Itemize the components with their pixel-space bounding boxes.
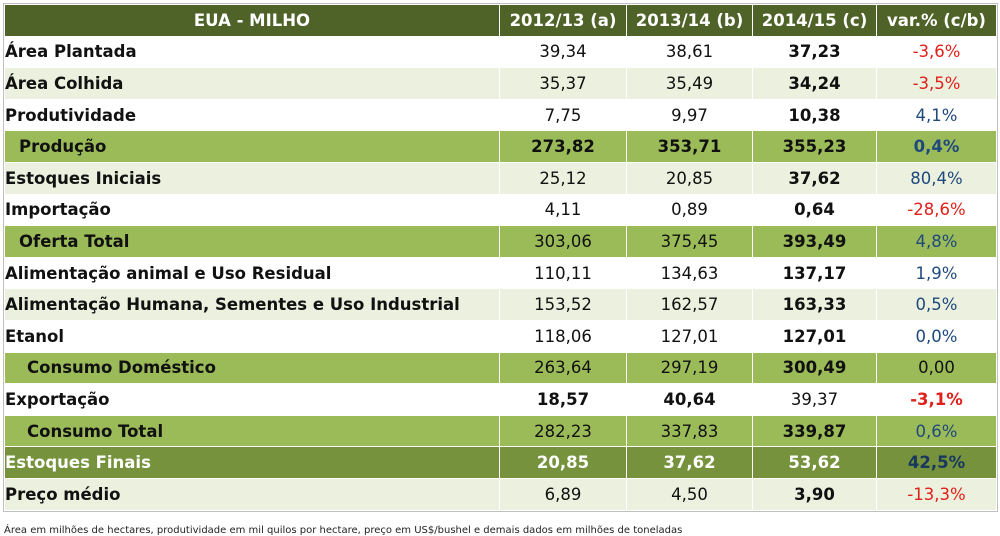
cell-2014-15: 10,38 xyxy=(752,98,877,132)
cell-2013-14: 375,45 xyxy=(626,225,753,258)
cell-2012-13: 4,11 xyxy=(499,193,627,227)
row-label: Consumo Total xyxy=(4,414,500,448)
cell-2013-14: 162,57 xyxy=(626,288,753,321)
cell-2013-14: 40,64 xyxy=(626,383,753,416)
cell-variation: -3,1% xyxy=(876,383,997,416)
table-row: Exportação 18,57 40,64 39,37 -3,1% xyxy=(4,383,997,416)
cell-variation: 80,4% xyxy=(876,161,997,195)
cell-2014-15: 355,23 xyxy=(752,130,877,163)
table-row: Etanol 118,06 127,01 127,01 0,0% xyxy=(4,319,997,353)
row-label: Área Colhida xyxy=(4,67,500,100)
cell-2012-13: 273,82 xyxy=(499,130,627,163)
cell-2012-13: 6,89 xyxy=(499,477,627,511)
row-label: Importação xyxy=(4,193,500,227)
cell-2014-15: 53,62 xyxy=(752,446,877,479)
cell-2014-15: 163,33 xyxy=(752,288,877,321)
cell-2013-14: 134,63 xyxy=(626,256,753,290)
cell-variation: -13,3% xyxy=(876,477,997,511)
cell-2014-15: 37,23 xyxy=(752,35,877,69)
row-label: Oferta Total xyxy=(4,225,500,258)
cell-2012-13: 282,23 xyxy=(499,414,627,448)
column-header: 2013/14 (b) xyxy=(626,4,753,37)
cell-variation: 0,6% xyxy=(876,414,997,448)
table-row: Preço médio 6,89 4,50 3,90 -13,3% xyxy=(4,477,997,511)
column-header: var.% (c/b) xyxy=(876,4,997,37)
cell-2012-13: 303,06 xyxy=(499,225,627,258)
row-label: Alimentação animal e Uso Residual xyxy=(4,256,500,290)
table-row: Área Colhida 35,37 35,49 34,24 -3,5% xyxy=(4,67,997,100)
row-label: Alimentação Humana, Sementes e Uso Indus… xyxy=(4,288,500,321)
cell-variation: 1,9% xyxy=(876,256,997,290)
cell-2013-14: 20,85 xyxy=(626,161,753,195)
cell-2012-13: 263,64 xyxy=(499,351,627,385)
cell-variation: 4,1% xyxy=(876,98,997,132)
cell-2014-15: 34,24 xyxy=(752,67,877,100)
cell-2012-13: 35,37 xyxy=(499,67,627,100)
row-label: Consumo Doméstico xyxy=(4,351,500,385)
cell-variation: 42,5% xyxy=(876,446,997,479)
row-label: Produtividade xyxy=(4,98,500,132)
cell-2014-15: 37,62 xyxy=(752,161,877,195)
cell-2013-14: 337,83 xyxy=(626,414,753,448)
cell-2014-15: 393,49 xyxy=(752,225,877,258)
cell-2012-13: 153,52 xyxy=(499,288,627,321)
table-row-subtotal: Oferta Total 303,06 375,45 393,49 4,8% xyxy=(4,225,997,258)
table-row: Área Plantada 39,34 38,61 37,23 -3,6% xyxy=(4,35,997,69)
table-title: EUA - MILHO xyxy=(4,4,500,37)
cell-2012-13: 39,34 xyxy=(499,35,627,69)
column-header: 2012/13 (a) xyxy=(499,4,627,37)
cell-2014-15: 339,87 xyxy=(752,414,877,448)
cell-2013-14: 4,50 xyxy=(626,477,753,511)
cell-2014-15: 39,37 xyxy=(752,383,877,416)
cell-2014-15: 300,49 xyxy=(752,351,877,385)
cell-variation: 0,0% xyxy=(876,319,997,353)
cell-2012-13: 25,12 xyxy=(499,161,627,195)
table-row-subtotal: Consumo Total 282,23 337,83 339,87 0,6% xyxy=(4,414,997,448)
table-row: Alimentação animal e Uso Residual 110,11… xyxy=(4,256,997,290)
cell-variation: 0,00 xyxy=(876,351,997,385)
row-label: Estoques Iniciais xyxy=(4,161,500,195)
cell-2013-14: 38,61 xyxy=(626,35,753,69)
cell-variation: -28,6% xyxy=(876,193,997,227)
cell-2013-14: 9,97 xyxy=(626,98,753,132)
cell-2012-13: 110,11 xyxy=(499,256,627,290)
table-row-final-stocks: Estoques Finais 20,85 37,62 53,62 42,5% xyxy=(4,446,997,479)
table-row: Importação 4,11 0,89 0,64 -28,6% xyxy=(4,193,997,227)
cell-2014-15: 3,90 xyxy=(752,477,877,511)
cell-variation: -3,6% xyxy=(876,35,997,69)
table-row: Produtividade 7,75 9,97 10,38 4,1% xyxy=(4,98,997,132)
cell-2013-14: 0,89 xyxy=(626,193,753,227)
cell-2012-13: 7,75 xyxy=(499,98,627,132)
data-table: EUA - MILHO 2012/13 (a) 2013/14 (b) 2014… xyxy=(3,3,998,512)
cell-2014-15: 0,64 xyxy=(752,193,877,227)
row-label: Preço médio xyxy=(4,477,500,511)
table-row: Estoques Iniciais 25,12 20,85 37,62 80,4… xyxy=(4,161,997,195)
row-label: Etanol xyxy=(4,319,500,353)
row-label: Exportação xyxy=(4,383,500,416)
cell-2014-15: 137,17 xyxy=(752,256,877,290)
table-row-subtotal: Consumo Doméstico 263,64 297,19 300,49 0… xyxy=(4,351,997,385)
cell-variation: 4,8% xyxy=(876,225,997,258)
row-label: Estoques Finais xyxy=(4,446,500,479)
row-label: Produção xyxy=(4,130,500,163)
table-row: Alimentação Humana, Sementes e Uso Indus… xyxy=(4,288,997,321)
cell-2013-14: 37,62 xyxy=(626,446,753,479)
cell-2012-13: 18,57 xyxy=(499,383,627,416)
cell-2012-13: 20,85 xyxy=(499,446,627,479)
footnote: Área em milhões de hectares, produtivida… xyxy=(4,524,683,536)
cell-2013-14: 35,49 xyxy=(626,67,753,100)
cell-2012-13: 118,06 xyxy=(499,319,627,353)
cell-variation: 0,4% xyxy=(876,130,997,163)
cell-2014-15: 127,01 xyxy=(752,319,877,353)
row-label: Área Plantada xyxy=(4,35,500,69)
cell-variation: 0,5% xyxy=(876,288,997,321)
header-row: EUA - MILHO 2012/13 (a) 2013/14 (b) 2014… xyxy=(4,4,997,37)
cell-2013-14: 353,71 xyxy=(626,130,753,163)
cell-2013-14: 127,01 xyxy=(626,319,753,353)
table-row-subtotal: Produção 273,82 353,71 355,23 0,4% xyxy=(4,130,997,163)
cell-variation: -3,5% xyxy=(876,67,997,100)
cell-2013-14: 297,19 xyxy=(626,351,753,385)
column-header: 2014/15 (c) xyxy=(752,4,877,37)
corn-balance-sheet: EUA - MILHO 2012/13 (a) 2013/14 (b) 2014… xyxy=(3,3,998,536)
